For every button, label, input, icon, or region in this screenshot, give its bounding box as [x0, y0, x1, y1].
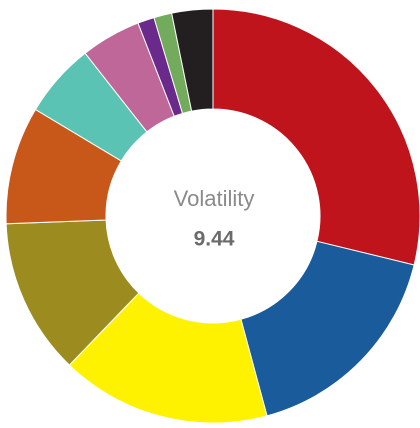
center-label: Volatility	[174, 186, 255, 211]
slice	[212, 8, 420, 266]
slice	[68, 292, 268, 424]
slice	[171, 8, 214, 112]
slice	[240, 240, 415, 417]
donut	[5, 8, 420, 424]
center-value: 9.44	[194, 228, 235, 251]
